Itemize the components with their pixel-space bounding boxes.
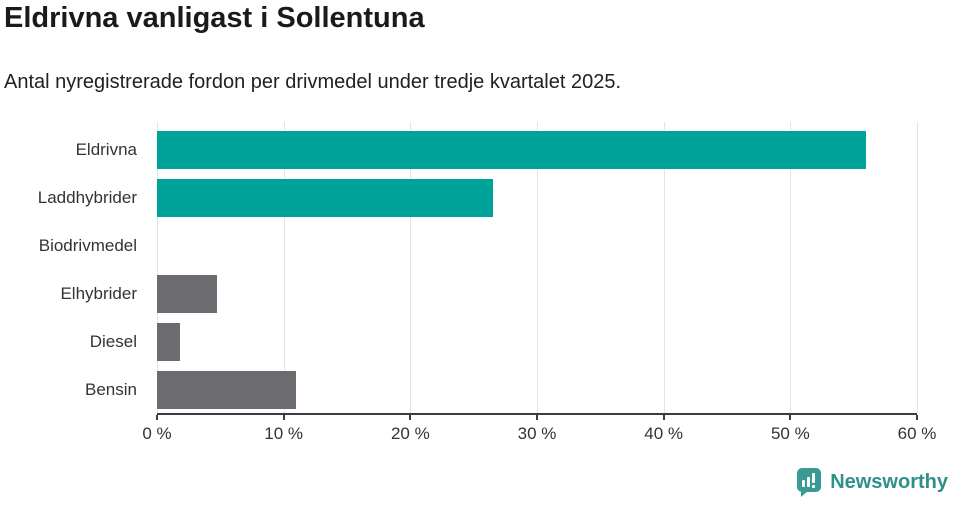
chart-title: Eldrivna vanligast i Sollentuna	[4, 2, 425, 34]
bar-diesel	[157, 323, 180, 361]
gridline	[410, 122, 412, 413]
category-label: Biodrivmedel	[38, 236, 137, 255]
y-axis-labels: Eldrivna Laddhybrider Biodrivmedel Elhybrid…	[0, 122, 147, 413]
bar-elhybrider	[157, 275, 217, 313]
newsworthy-icon	[797, 468, 822, 497]
tick-mark	[789, 415, 792, 420]
gridline	[157, 122, 158, 413]
category-label: Bensin	[85, 380, 137, 399]
tick-mark	[409, 415, 412, 420]
gridline	[917, 122, 918, 413]
category-label: Diesel	[89, 332, 137, 351]
category-label: Elhybrider	[60, 284, 137, 303]
brand-footer: Newsworthy	[796, 467, 948, 498]
bar-eldrivna	[157, 131, 867, 169]
tick-mark	[282, 415, 285, 420]
gridline	[790, 122, 792, 413]
tick-label: 30 %	[517, 424, 557, 443]
tick-label: 50 %	[770, 424, 810, 443]
tick-label: 10 %	[264, 424, 304, 443]
x-axis: 0 % 10 % 20 % 30 % 40 % 50 % 60 %	[142, 415, 936, 455]
chart-subtitle: Antal nyregistrerade fordon per drivmede…	[4, 71, 622, 93]
tick-label: 40 %	[644, 424, 684, 443]
gridline	[283, 122, 285, 413]
brand-name: Newsworthy	[830, 471, 948, 493]
plot-area	[157, 122, 918, 415]
tick-label: 0 %	[142, 424, 172, 443]
category-label: Eldrivna	[75, 140, 137, 159]
tick-mark	[536, 415, 538, 420]
gridline	[537, 122, 538, 413]
category-label: Laddhybrider	[37, 188, 137, 207]
tick-mark	[916, 415, 918, 420]
bar-laddhybrider	[157, 179, 493, 217]
gridline	[663, 122, 665, 413]
tick-label: 60 %	[897, 424, 937, 443]
tick-mark	[662, 415, 665, 420]
tick-label: 20 %	[390, 424, 430, 443]
bar-bensin	[157, 371, 297, 409]
tick-mark	[156, 415, 158, 420]
